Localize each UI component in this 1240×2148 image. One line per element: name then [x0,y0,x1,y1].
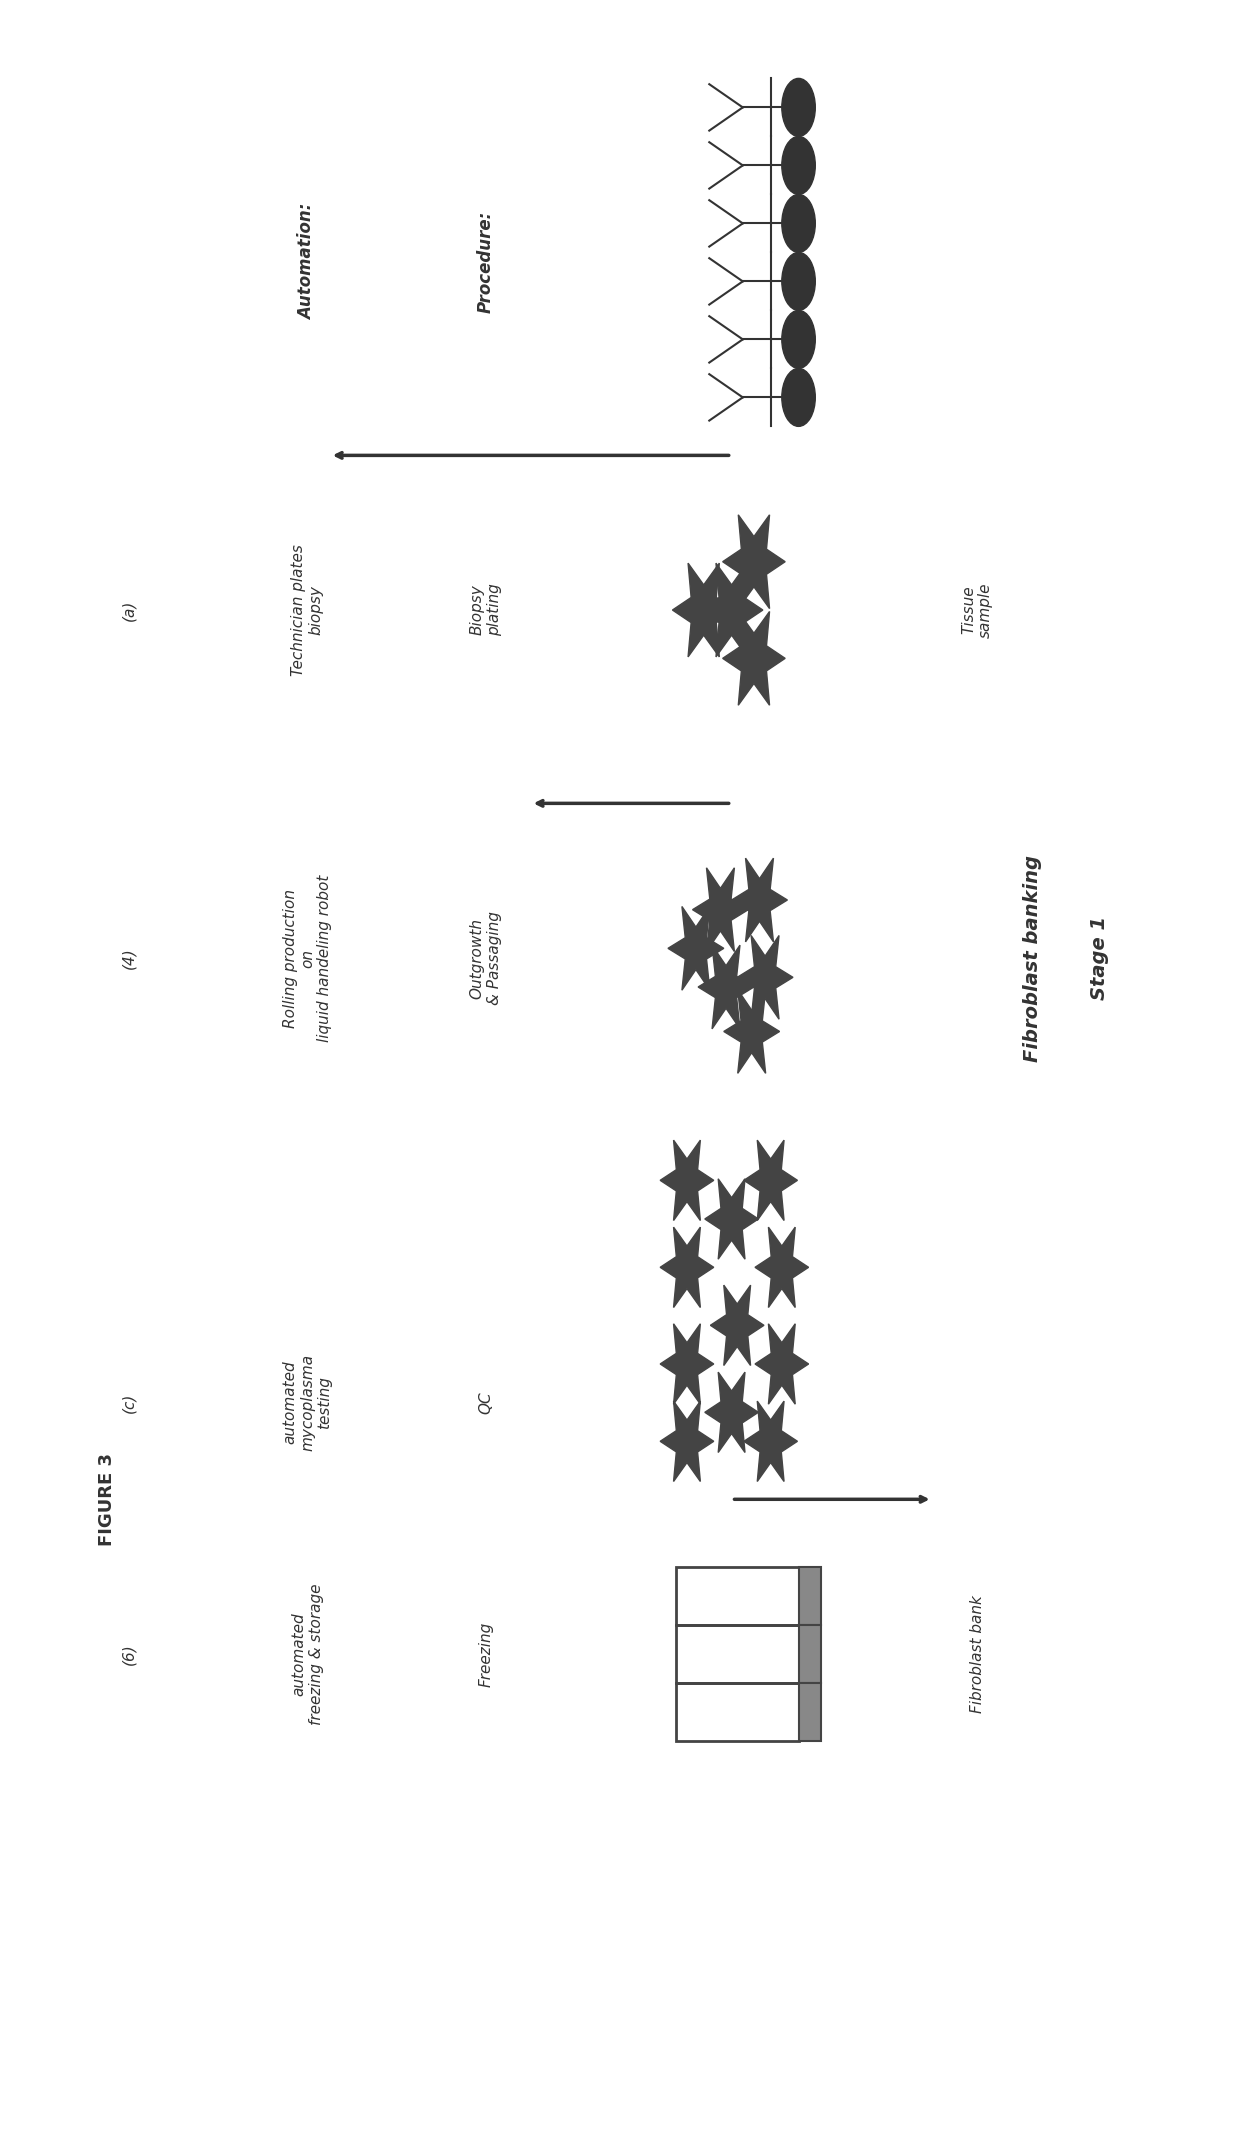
Polygon shape [799,1684,821,1742]
Polygon shape [724,990,780,1074]
Polygon shape [732,859,787,941]
Polygon shape [738,937,794,1018]
Text: Rolling production
on
liquid handeling robot: Rolling production on liquid handeling r… [283,874,332,1042]
Polygon shape [668,906,724,990]
Text: Fibroblast bank: Fibroblast bank [970,1596,985,1712]
Ellipse shape [782,77,816,137]
Text: QC: QC [479,1392,494,1413]
Text: (c): (c) [122,1392,136,1413]
Text: Stage 1: Stage 1 [1090,915,1110,1001]
Polygon shape [660,1400,714,1482]
Text: FIGURE 3: FIGURE 3 [98,1452,115,1547]
Text: Outgrowth
& Passaging: Outgrowth & Passaging [470,911,502,1005]
Text: automated
mycoplasma
testing: automated mycoplasma testing [283,1353,332,1452]
Text: (4): (4) [122,947,136,969]
Text: Biopsy
plating: Biopsy plating [470,584,502,636]
Text: (6): (6) [122,1643,136,1665]
Ellipse shape [782,251,816,309]
Polygon shape [660,1323,714,1405]
Polygon shape [704,1179,759,1259]
Ellipse shape [782,367,816,427]
Polygon shape [755,1323,808,1405]
Polygon shape [744,1141,797,1220]
Text: Tissue
sample: Tissue sample [961,582,993,638]
Polygon shape [744,1400,797,1482]
Ellipse shape [782,309,816,369]
Polygon shape [701,563,763,657]
Text: Automation:: Automation: [299,204,316,320]
Polygon shape [704,1373,759,1452]
Text: Fibroblast banking: Fibroblast banking [1023,855,1043,1061]
Text: Procedure:: Procedure: [477,211,495,314]
Text: automated
freezing & storage: automated freezing & storage [291,1583,324,1725]
Text: Freezing: Freezing [479,1622,494,1686]
Polygon shape [660,1141,714,1220]
Polygon shape [660,1227,714,1308]
Polygon shape [723,516,785,608]
Polygon shape [799,1626,821,1684]
Text: Technician plates
biopsy: Technician plates biopsy [291,543,324,677]
Polygon shape [672,563,735,657]
Polygon shape [799,1568,821,1626]
Polygon shape [755,1227,808,1308]
Ellipse shape [782,195,816,253]
Polygon shape [723,612,785,705]
Polygon shape [698,945,754,1029]
Polygon shape [693,868,749,952]
Text: (a): (a) [122,599,136,621]
Ellipse shape [782,137,816,195]
Polygon shape [711,1285,764,1366]
